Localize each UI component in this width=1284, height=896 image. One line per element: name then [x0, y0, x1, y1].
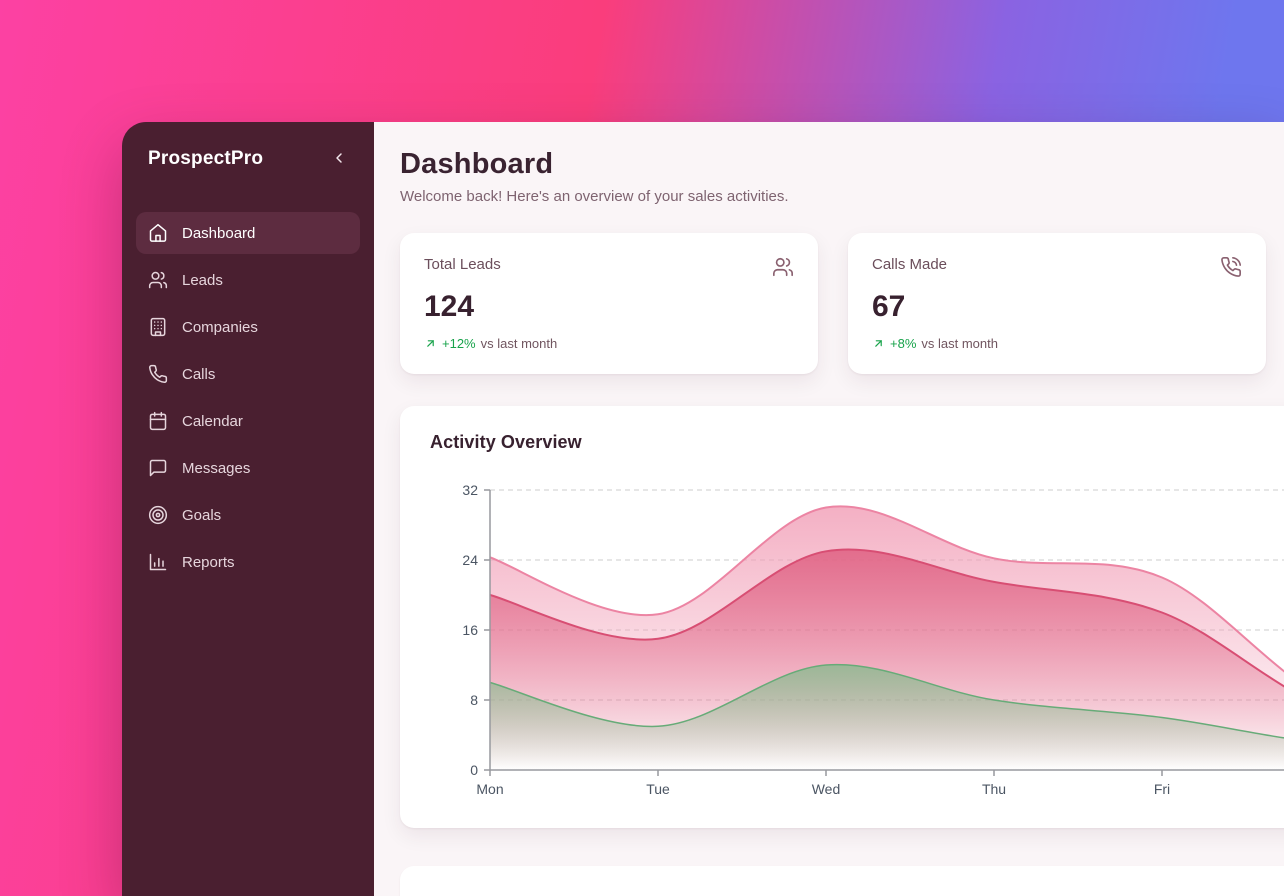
svg-text:0: 0 — [470, 762, 478, 778]
sidebar-nav: Dashboard Leads Companies Calls Calendar… — [136, 212, 360, 583]
home-icon — [148, 223, 168, 243]
sidebar-item-leads[interactable]: Leads — [136, 259, 360, 301]
trend-up-arrow-icon — [424, 337, 437, 350]
svg-text:Thu: Thu — [982, 781, 1006, 797]
sidebar-item-label: Dashboard — [182, 224, 256, 242]
svg-text:Tue: Tue — [646, 781, 670, 797]
sidebar-item-label: Goals — [182, 506, 222, 524]
users-icon — [772, 256, 794, 283]
sidebar-item-goals[interactable]: Goals — [136, 494, 360, 536]
stat-label: Total Leads — [424, 256, 501, 273]
sidebar-item-dashboard[interactable]: Dashboard — [136, 212, 360, 254]
stat-label: Calls Made — [872, 256, 948, 273]
sidebar-header: ProspectPro — [136, 148, 360, 170]
sidebar-item-label: Leads — [182, 271, 223, 289]
sidebar-item-reports[interactable]: Reports — [136, 541, 360, 583]
stat-trend: +12% vs last month — [424, 336, 794, 351]
users-icon — [148, 270, 168, 290]
chevron-left-icon — [331, 150, 347, 169]
message-square-icon — [148, 458, 168, 478]
chart-title: Activity Overview — [430, 432, 582, 452]
sidebar-item-calls[interactable]: Calls — [136, 353, 360, 395]
bar-chart-icon — [148, 552, 168, 572]
trend-up-arrow-icon — [872, 337, 885, 350]
calendar-icon — [148, 411, 168, 431]
stat-card: Total Leads 124 +12% vs last month — [400, 233, 818, 374]
partially-visible-card — [400, 866, 1284, 896]
sidebar-item-label: Calls — [182, 365, 216, 383]
sidebar-item-label: Companies — [182, 318, 258, 336]
trend-suffix: vs last month — [921, 336, 998, 351]
target-icon — [148, 505, 168, 525]
activity-chart: 08162432MonTueWedThuFriSatSun — [430, 467, 1284, 804]
building-icon — [148, 317, 168, 337]
svg-text:Wed: Wed — [812, 781, 841, 797]
svg-text:Mon: Mon — [476, 781, 503, 797]
svg-text:24: 24 — [462, 552, 478, 568]
svg-text:32: 32 — [462, 482, 478, 498]
trend-percent: +8% — [890, 336, 917, 351]
page-title: Dashboard — [400, 148, 554, 180]
activity-overview-card: Activity Overview 0 8 16 24 32 Mon Tue Wed Thu Fr… — [400, 406, 1284, 828]
app-window: ProspectPro Dashboard Leads Companies Ca… — [122, 122, 1284, 896]
sidebar-item-label: Calendar — [182, 412, 243, 430]
phone-icon — [148, 364, 168, 384]
svg-text:Fri: Fri — [1154, 781, 1170, 797]
sidebar-item-messages[interactable]: Messages — [136, 447, 360, 489]
stat-value: 67 — [872, 290, 906, 323]
stat-trend: +8% vs last month — [872, 336, 1242, 351]
svg-text:16: 16 — [462, 622, 478, 638]
stats-row: Total Leads 124 +12% vs last month Calls… — [400, 233, 1284, 374]
app-title: ProspectPro — [148, 148, 264, 169]
sidebar-item-label: Reports — [182, 553, 235, 571]
sidebar-item-calendar[interactable]: Calendar — [136, 400, 360, 442]
sidebar-collapse-button[interactable] — [328, 148, 350, 170]
sidebar-item-label: Messages — [182, 459, 251, 477]
trend-percent: +12% — [442, 336, 476, 351]
main-content: Dashboard Welcome back! Here's an overvi… — [374, 122, 1284, 896]
svg-text:8: 8 — [470, 692, 478, 708]
stat-card: Calls Made 67 +8% vs last month — [848, 233, 1266, 374]
sidebar: ProspectPro Dashboard Leads Companies Ca… — [122, 122, 374, 896]
trend-suffix: vs last month — [480, 336, 558, 351]
stat-value: 124 — [424, 290, 475, 323]
sidebar-item-companies[interactable]: Companies — [136, 306, 360, 348]
phone-call-icon — [1220, 256, 1242, 283]
page-subtitle: Welcome back! Here's an overview of your… — [400, 188, 789, 205]
